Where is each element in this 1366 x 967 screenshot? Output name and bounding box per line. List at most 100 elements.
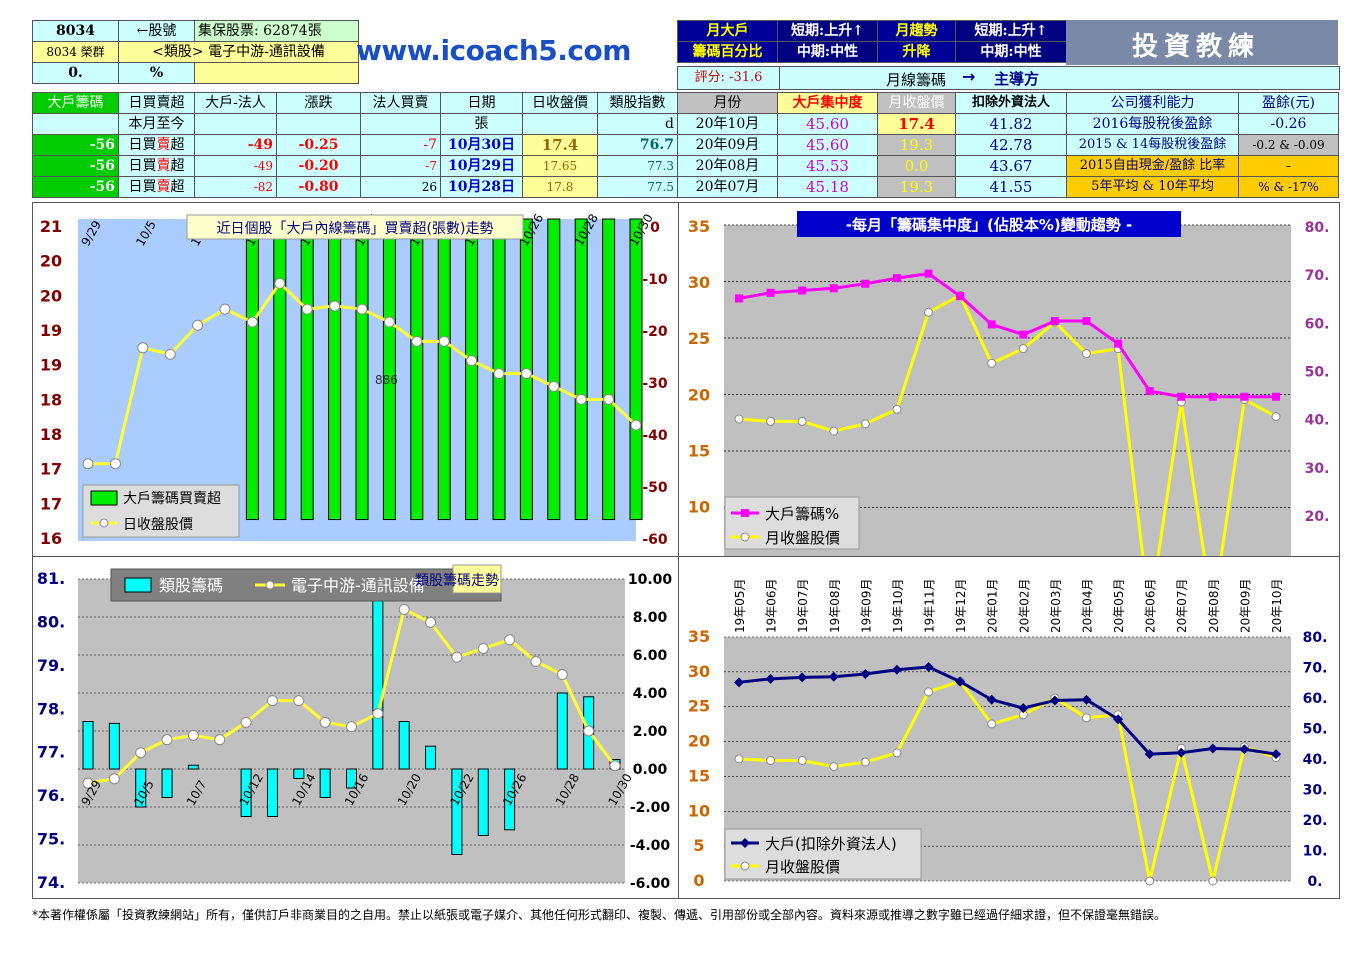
title-box bbox=[186, 214, 524, 240]
right-tick: 4.00 bbox=[633, 686, 668, 702]
header-area: 8034 ←股號 集保股票: 62874張 8034 榮群 <類股> 電子中游-… bbox=[32, 20, 1340, 202]
row-change: -0.80 bbox=[276, 176, 361, 198]
row-big: -56 bbox=[32, 134, 119, 156]
holder-point bbox=[891, 664, 902, 675]
price-point bbox=[766, 416, 776, 426]
index-point bbox=[161, 734, 173, 746]
bar bbox=[82, 721, 94, 770]
price-point bbox=[924, 307, 934, 317]
row-label: 日買賣超 bbox=[118, 176, 195, 198]
row-date: 10月29日 bbox=[440, 155, 523, 177]
holder-point bbox=[1207, 743, 1218, 754]
x-tick: 19年05月 bbox=[733, 578, 747, 633]
col-header: 月收盤價 bbox=[877, 92, 956, 114]
holder-point bbox=[828, 671, 839, 682]
concentration-point bbox=[987, 320, 996, 329]
site-link[interactable]: www.icoach5.com bbox=[356, 34, 631, 67]
col-header: 法人買賣 bbox=[360, 92, 441, 114]
bar bbox=[108, 722, 120, 770]
right-tick: -30 bbox=[642, 376, 668, 392]
x-tick: 20年02月 bbox=[1017, 578, 1031, 633]
bar bbox=[410, 218, 424, 521]
legend-swatch-point bbox=[740, 861, 750, 871]
left-tick: 18 bbox=[40, 390, 62, 409]
left-tick: 25 bbox=[688, 697, 710, 716]
right-tick: -10 bbox=[642, 272, 668, 288]
short-term-1: 短期:上升↑ bbox=[777, 20, 878, 42]
left-tick: 17 bbox=[40, 494, 62, 513]
left-tick: 79. bbox=[37, 656, 65, 675]
holder-point bbox=[1176, 747, 1187, 758]
row-date: 10月30日 bbox=[440, 134, 523, 156]
price-point bbox=[164, 348, 176, 360]
price-point bbox=[797, 416, 807, 426]
left-tick: 10 bbox=[688, 498, 710, 517]
price-point bbox=[860, 419, 870, 429]
col-header: 日買賣超 bbox=[118, 92, 195, 114]
price-point bbox=[82, 458, 94, 470]
col-header: 公司獲利能力 bbox=[1066, 92, 1239, 114]
left-tick: 25 bbox=[688, 329, 710, 348]
bar bbox=[187, 764, 199, 770]
index-point bbox=[398, 603, 410, 615]
right-tick: -6.00 bbox=[630, 876, 671, 892]
col-header: 日收盤價 bbox=[522, 92, 598, 114]
right-tick: 20. bbox=[1303, 813, 1328, 829]
right-tick: 60. bbox=[1305, 316, 1330, 332]
x-tick: 19年06月 bbox=[765, 578, 779, 633]
bar bbox=[629, 218, 643, 521]
left-tick: 16 bbox=[40, 529, 62, 548]
index-point bbox=[293, 695, 305, 707]
holder-point bbox=[1081, 694, 1092, 705]
daily-chip-chart: 212020191918181717160-10-20-30-40-50-609… bbox=[40, 212, 668, 548]
title-box bbox=[452, 564, 502, 594]
concentration-point bbox=[861, 279, 870, 288]
price-point bbox=[466, 355, 478, 367]
annotation: 886 bbox=[375, 373, 398, 387]
holder-point bbox=[797, 672, 808, 683]
right-tick: -40 bbox=[642, 428, 668, 444]
price-point bbox=[766, 756, 776, 766]
pct-unit: % bbox=[118, 62, 195, 84]
concentration-point bbox=[1272, 392, 1280, 401]
bar bbox=[372, 597, 384, 770]
price-point bbox=[219, 303, 231, 315]
col-header: 類股指數 bbox=[597, 92, 678, 114]
index-point bbox=[609, 760, 621, 772]
chart-title: -每月「籌碼集中度」(佔股本%)變動趨勢 - bbox=[846, 216, 1132, 234]
price-point bbox=[734, 414, 744, 424]
legend-swatch-point bbox=[99, 518, 109, 528]
row-diff: -82 bbox=[194, 176, 277, 198]
x-tick: 20年09月 bbox=[1238, 578, 1252, 633]
holder-line bbox=[738, 665, 1277, 756]
right-tick: 10.00 bbox=[628, 572, 673, 588]
right-tick: -60 bbox=[642, 532, 668, 548]
row-inst: 26 bbox=[360, 176, 441, 198]
right-tick: 20. bbox=[1305, 509, 1330, 525]
x-tick: 20年05月 bbox=[1112, 578, 1126, 633]
left-tick: 17 bbox=[40, 460, 62, 479]
monthly-excl-foreign-chart: 19年05月 19年06月 19年07月 19年08月 19年09月 19年10月 19年1… bbox=[688, 578, 1328, 890]
excl-cell: 41.55 bbox=[955, 176, 1067, 198]
zero-value: 0. bbox=[32, 62, 119, 84]
price-point bbox=[192, 319, 204, 331]
profit-value: -0.2 & -0.09 bbox=[1238, 134, 1339, 156]
legend-swatch-point bbox=[265, 580, 275, 590]
concentration-point bbox=[956, 292, 965, 301]
right-tick: -4.00 bbox=[630, 838, 671, 854]
index-point bbox=[372, 708, 384, 720]
index-point bbox=[135, 747, 147, 759]
concentration-point bbox=[735, 294, 743, 303]
concentration-point bbox=[1050, 317, 1059, 326]
subheader-d: d bbox=[597, 113, 678, 135]
stock-code-arrow: ←股號 bbox=[118, 20, 195, 42]
bar bbox=[398, 721, 410, 770]
price-point bbox=[520, 368, 532, 380]
legend-swatch-point bbox=[740, 838, 750, 848]
bar bbox=[266, 768, 278, 817]
bar bbox=[319, 768, 331, 798]
mid-term-2: 中期:中性 bbox=[955, 41, 1067, 63]
main-side: 主導方 bbox=[994, 70, 1040, 88]
col-header: 扣除外資法人 bbox=[955, 92, 1067, 114]
concentration-point bbox=[1177, 392, 1186, 401]
